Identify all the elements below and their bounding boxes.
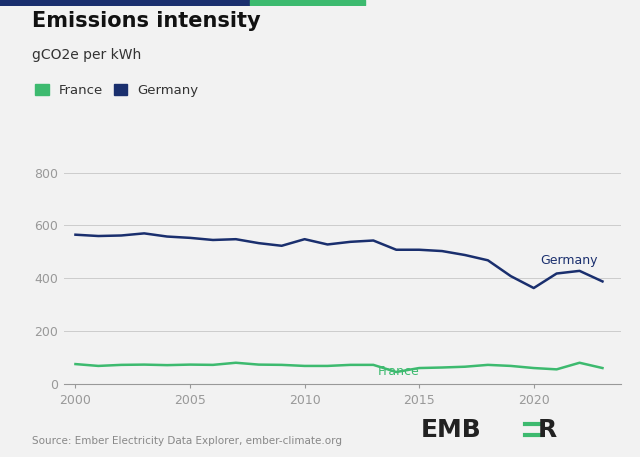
Text: R: R: [538, 419, 557, 442]
Text: EMB: EMB: [421, 419, 482, 442]
Text: Emissions intensity: Emissions intensity: [32, 11, 260, 32]
Text: Germany: Germany: [541, 254, 598, 267]
Text: gCO2e per kWh: gCO2e per kWh: [32, 48, 141, 62]
Legend: France, Germany: France, Germany: [35, 84, 199, 97]
Text: France: France: [378, 366, 420, 378]
Text: Source: Ember Electricity Data Explorer, ember-climate.org: Source: Ember Electricity Data Explorer,…: [32, 436, 342, 446]
